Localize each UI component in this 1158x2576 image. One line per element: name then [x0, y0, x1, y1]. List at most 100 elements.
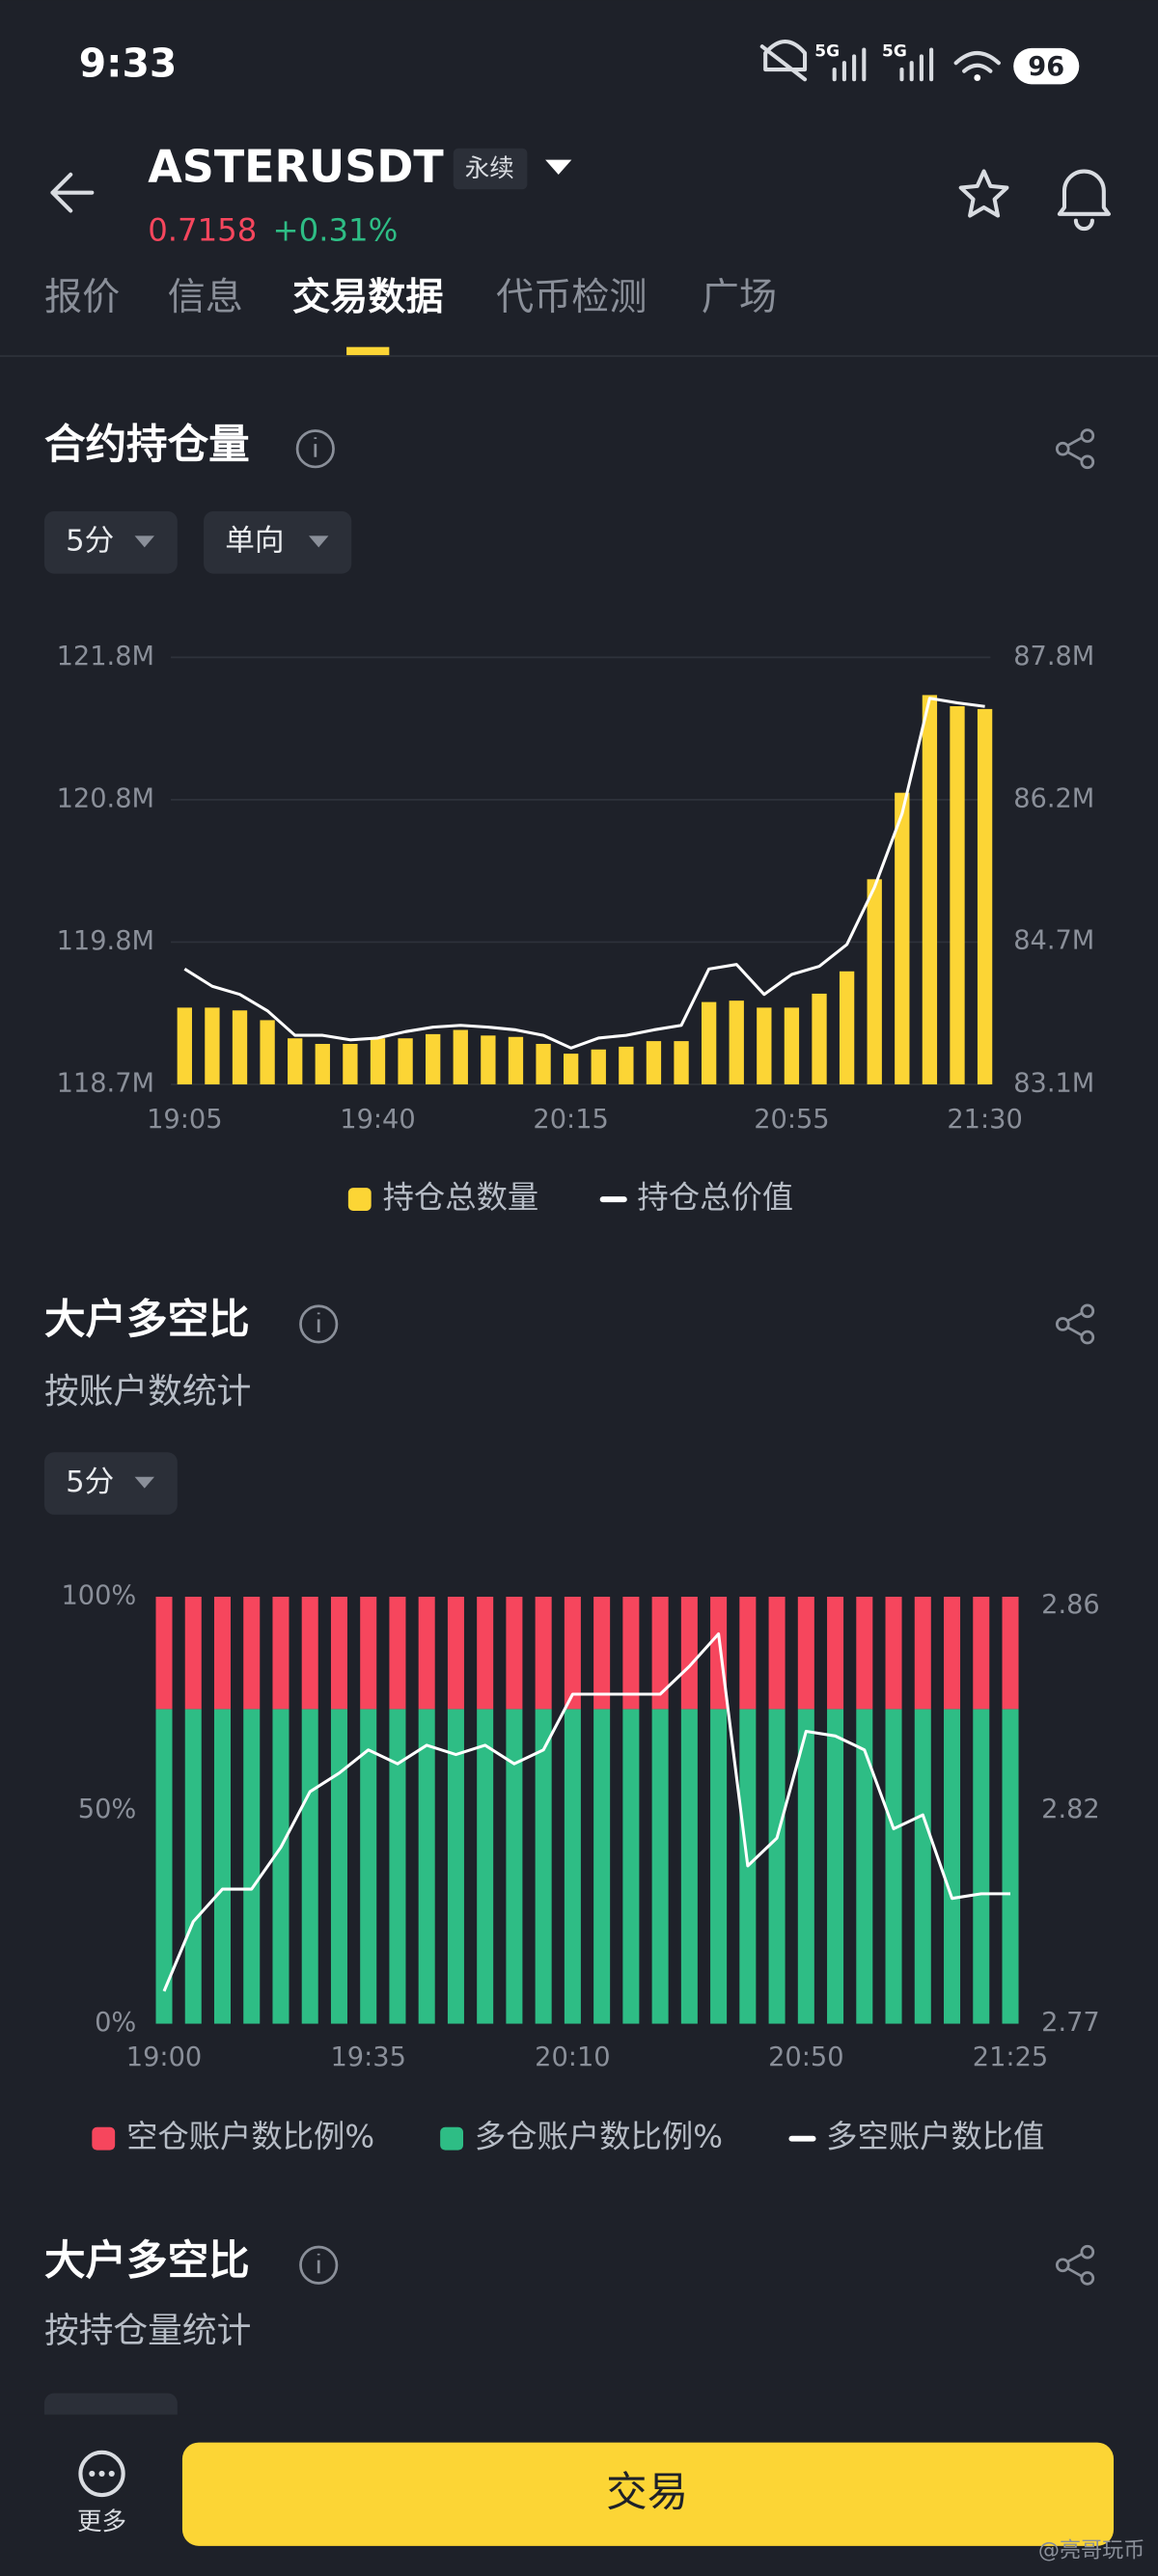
bar	[205, 1007, 220, 1084]
bar	[944, 1709, 961, 2024]
info-icon[interactable]	[299, 1304, 339, 1344]
info-icon[interactable]	[295, 429, 335, 469]
signal-label: 5G	[814, 41, 840, 61]
tag-bg	[453, 148, 528, 190]
more-button[interactable]: 更多	[77, 2450, 126, 2536]
y2-tick-label: 87.8M	[1013, 642, 1094, 671]
status-time: 9:33	[79, 41, 178, 87]
filter-label: 5分	[66, 525, 114, 559]
x-tick-label: 21:25	[973, 2042, 1048, 2072]
bar	[768, 1709, 786, 2024]
share-button[interactable]	[1055, 428, 1095, 470]
tab[interactable]: 交易数据	[292, 276, 444, 319]
bar	[856, 1709, 873, 2024]
share-button[interactable]	[1055, 1303, 1095, 1345]
y-tick-label: 121.8M	[57, 642, 154, 671]
tab[interactable]: 代币检测	[496, 276, 648, 319]
legend-label: 空仓账户数比例%	[126, 2119, 374, 2155]
share-button[interactable]	[1055, 2244, 1095, 2286]
y-tick-label: 119.8M	[57, 926, 154, 956]
filter-chip[interactable]	[43, 510, 178, 574]
bar	[977, 708, 993, 1084]
tab[interactable]: 广场	[702, 276, 777, 319]
bar	[418, 1709, 435, 2024]
legend-marker	[440, 2126, 463, 2151]
filter-chip[interactable]	[43, 1452, 178, 1515]
battery-level: 96	[1028, 52, 1064, 82]
bar	[155, 1597, 173, 1710]
bar	[797, 1709, 814, 2024]
bar	[564, 1597, 581, 1710]
price: 0.7158	[148, 212, 257, 249]
y2-tick-label: 2.86	[1041, 1590, 1100, 1620]
x-tick-label: 20:55	[754, 1105, 829, 1135]
price-change: +0.31%	[273, 212, 399, 249]
y-tick-label: 100%	[61, 1580, 136, 1610]
long-short-ratio-chart: 0% 50% 100% 2.77 2.82 2.86 19:00 19:35 20:10 20:5…	[61, 1580, 1099, 2154]
bar	[674, 1041, 689, 1084]
bar	[651, 1709, 669, 2024]
x-tick-label: 19:00	[126, 2042, 202, 2072]
tab[interactable]: 报价	[44, 276, 120, 319]
bar	[646, 1041, 662, 1084]
back-button[interactable]	[50, 172, 95, 213]
x-tick-label: 19:35	[330, 2042, 405, 2072]
x-tick-label: 19:05	[147, 1105, 222, 1135]
bar	[827, 1709, 844, 2024]
bar	[895, 792, 910, 1084]
section-title: 大户多空比	[44, 1297, 250, 1344]
bar	[839, 971, 855, 1084]
x-tick-label: 20:50	[768, 2042, 843, 2072]
legend-label: 持仓总数量	[383, 1179, 539, 1216]
y-tick-label: 118.7M	[57, 1068, 154, 1098]
bar	[288, 1038, 303, 1084]
tabs: 报价 信息 交易数据 代币检测 广场	[44, 276, 777, 356]
section-title: 合约持仓量	[44, 422, 250, 469]
x-tick-label: 21:30	[947, 1105, 1022, 1135]
info-icon[interactable]	[299, 2245, 339, 2285]
symbol-dropdown[interactable]	[545, 159, 572, 175]
bar	[184, 1597, 202, 1710]
open-interest-chart: 118.7M 119.8M 120.8M 121.8M 83.1M 84.7M 86.2M 8…	[57, 642, 1095, 1216]
bar	[477, 1709, 494, 2024]
bar	[591, 1049, 606, 1084]
bar	[447, 1597, 464, 1710]
bar	[481, 1035, 496, 1084]
y-tick-label: 0%	[95, 2008, 136, 2038]
bar	[213, 1709, 232, 2024]
bar	[426, 1033, 441, 1084]
filter-chip[interactable]	[204, 510, 352, 574]
bar	[619, 1046, 634, 1084]
bar	[389, 1709, 406, 2024]
bar	[301, 1597, 318, 1710]
x-tick-label: 20:10	[535, 2042, 610, 2072]
bar	[710, 1709, 728, 2024]
bar	[867, 879, 882, 1084]
bar	[155, 1709, 173, 2024]
bar	[1002, 1597, 1019, 1710]
section-subtitle: 按账户数统计	[44, 1372, 251, 1411]
bar	[797, 1597, 814, 1710]
trade-button[interactable]	[181, 2442, 1115, 2546]
bar	[272, 1597, 290, 1710]
bar	[453, 1029, 468, 1084]
y2-tick-label: 2.77	[1041, 2008, 1100, 2038]
y2-tick-label: 2.82	[1041, 1795, 1100, 1824]
bar	[535, 1709, 552, 2024]
bar	[506, 1597, 523, 1710]
bar	[757, 1007, 772, 1084]
x-tick-label: 19:40	[340, 1105, 415, 1135]
bar	[184, 1709, 202, 2024]
bar	[680, 1597, 698, 1710]
bar	[973, 1709, 990, 2024]
bar	[680, 1709, 698, 2024]
favorite-button[interactable]	[958, 169, 1009, 218]
bar	[398, 1038, 413, 1084]
alert-button[interactable]	[1057, 169, 1111, 232]
legend-marker	[347, 1188, 372, 1211]
section-title: 大户多空比	[44, 2238, 250, 2286]
bar	[622, 1709, 640, 2024]
tab[interactable]: 信息	[168, 276, 243, 319]
trade-label: 交易	[606, 2470, 688, 2517]
bar	[330, 1709, 347, 2024]
